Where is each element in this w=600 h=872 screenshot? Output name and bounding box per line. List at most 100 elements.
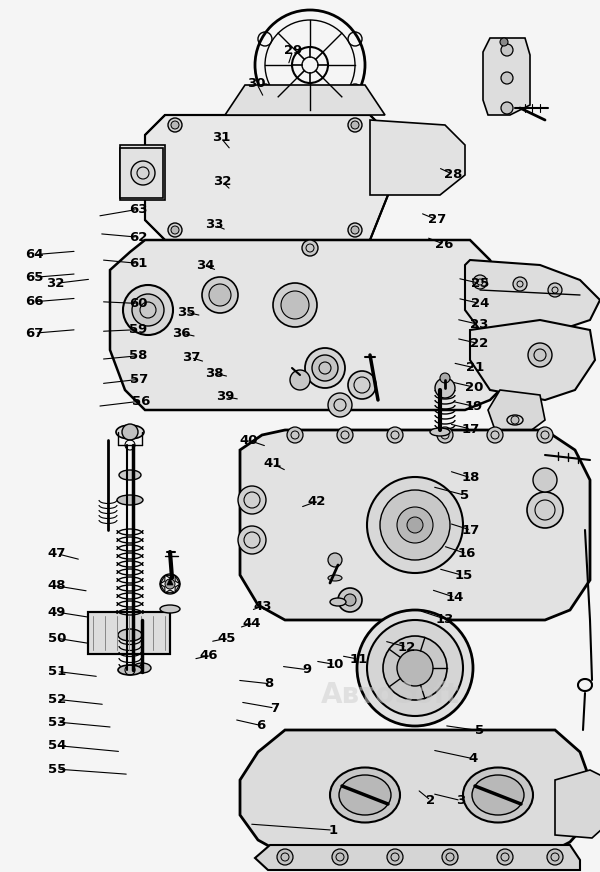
Circle shape [387,427,403,443]
Text: 54: 54 [48,739,66,752]
Circle shape [497,849,513,865]
Circle shape [328,393,352,417]
Circle shape [209,284,231,306]
Text: 6: 6 [256,719,266,732]
Circle shape [487,427,503,443]
Circle shape [348,371,376,399]
Circle shape [501,102,513,114]
Circle shape [397,507,433,543]
Text: 20: 20 [465,381,483,393]
Text: 49: 49 [48,606,66,618]
Text: 4: 4 [468,753,478,765]
Text: 1: 1 [328,824,338,836]
Polygon shape [555,770,600,838]
Polygon shape [165,576,175,578]
Text: 57: 57 [130,373,148,385]
Circle shape [312,355,338,381]
Circle shape [473,275,487,289]
Text: 59: 59 [129,324,147,336]
Circle shape [351,226,359,234]
Bar [120,148,163,198]
Circle shape [437,427,453,443]
Text: 60: 60 [129,297,147,310]
Polygon shape [255,845,580,870]
Text: 18: 18 [462,472,480,484]
Text: 32: 32 [213,175,231,187]
Circle shape [344,594,356,606]
Text: 19: 19 [465,400,483,412]
Text: 63: 63 [129,203,147,215]
Text: 64: 64 [26,249,44,261]
Text: 16: 16 [458,548,476,560]
Circle shape [202,277,238,313]
Ellipse shape [118,629,142,641]
Text: 21: 21 [466,362,484,374]
Circle shape [290,370,310,390]
Circle shape [277,849,293,865]
Circle shape [165,579,175,589]
Text: 13: 13 [436,613,454,625]
Ellipse shape [472,775,524,815]
Polygon shape [488,390,545,435]
Text: 11: 11 [350,653,368,665]
Ellipse shape [463,767,533,822]
Polygon shape [167,578,173,585]
Text: 8: 8 [264,678,274,690]
Circle shape [435,378,455,398]
Text: 5: 5 [475,725,485,737]
Text: 33: 33 [206,219,224,231]
Text: 41: 41 [264,458,282,470]
Bar [88,612,170,654]
Ellipse shape [119,470,141,480]
Polygon shape [465,260,600,330]
Circle shape [305,348,345,388]
Ellipse shape [133,663,151,673]
Circle shape [171,121,179,129]
Circle shape [338,588,362,612]
Circle shape [132,294,164,326]
Circle shape [337,427,353,443]
Circle shape [511,431,519,439]
Circle shape [122,424,138,440]
Text: 35: 35 [177,306,195,318]
Circle shape [537,427,553,443]
Circle shape [547,849,563,865]
Polygon shape [483,38,530,115]
Text: 32: 32 [46,277,64,290]
Text: 3: 3 [456,794,466,807]
Text: 39: 39 [217,391,235,403]
Text: 17: 17 [462,524,480,536]
Text: 46: 46 [200,650,218,662]
Circle shape [357,610,473,726]
Ellipse shape [430,428,450,436]
Ellipse shape [160,605,180,613]
Text: 38: 38 [206,367,224,379]
Polygon shape [120,145,165,200]
Circle shape [348,223,362,237]
Polygon shape [370,120,465,195]
Text: 23: 23 [470,318,488,330]
Circle shape [281,291,309,319]
Ellipse shape [339,775,391,815]
Ellipse shape [116,425,144,439]
Circle shape [302,240,318,256]
Ellipse shape [330,598,346,606]
Circle shape [397,650,433,686]
Polygon shape [240,430,590,620]
Circle shape [123,285,173,335]
Text: 15: 15 [454,569,472,582]
Text: 61: 61 [129,257,147,269]
Polygon shape [470,320,595,400]
Circle shape [513,277,527,291]
Polygon shape [175,584,180,593]
Text: 53: 53 [48,716,66,728]
Text: 45: 45 [218,632,236,644]
Circle shape [171,226,179,234]
Text: 14: 14 [446,591,464,603]
Circle shape [387,849,403,865]
Circle shape [533,468,557,492]
Circle shape [527,492,563,528]
Text: 55: 55 [48,763,66,775]
Text: 5: 5 [460,489,470,501]
Text: 42: 42 [308,495,326,508]
